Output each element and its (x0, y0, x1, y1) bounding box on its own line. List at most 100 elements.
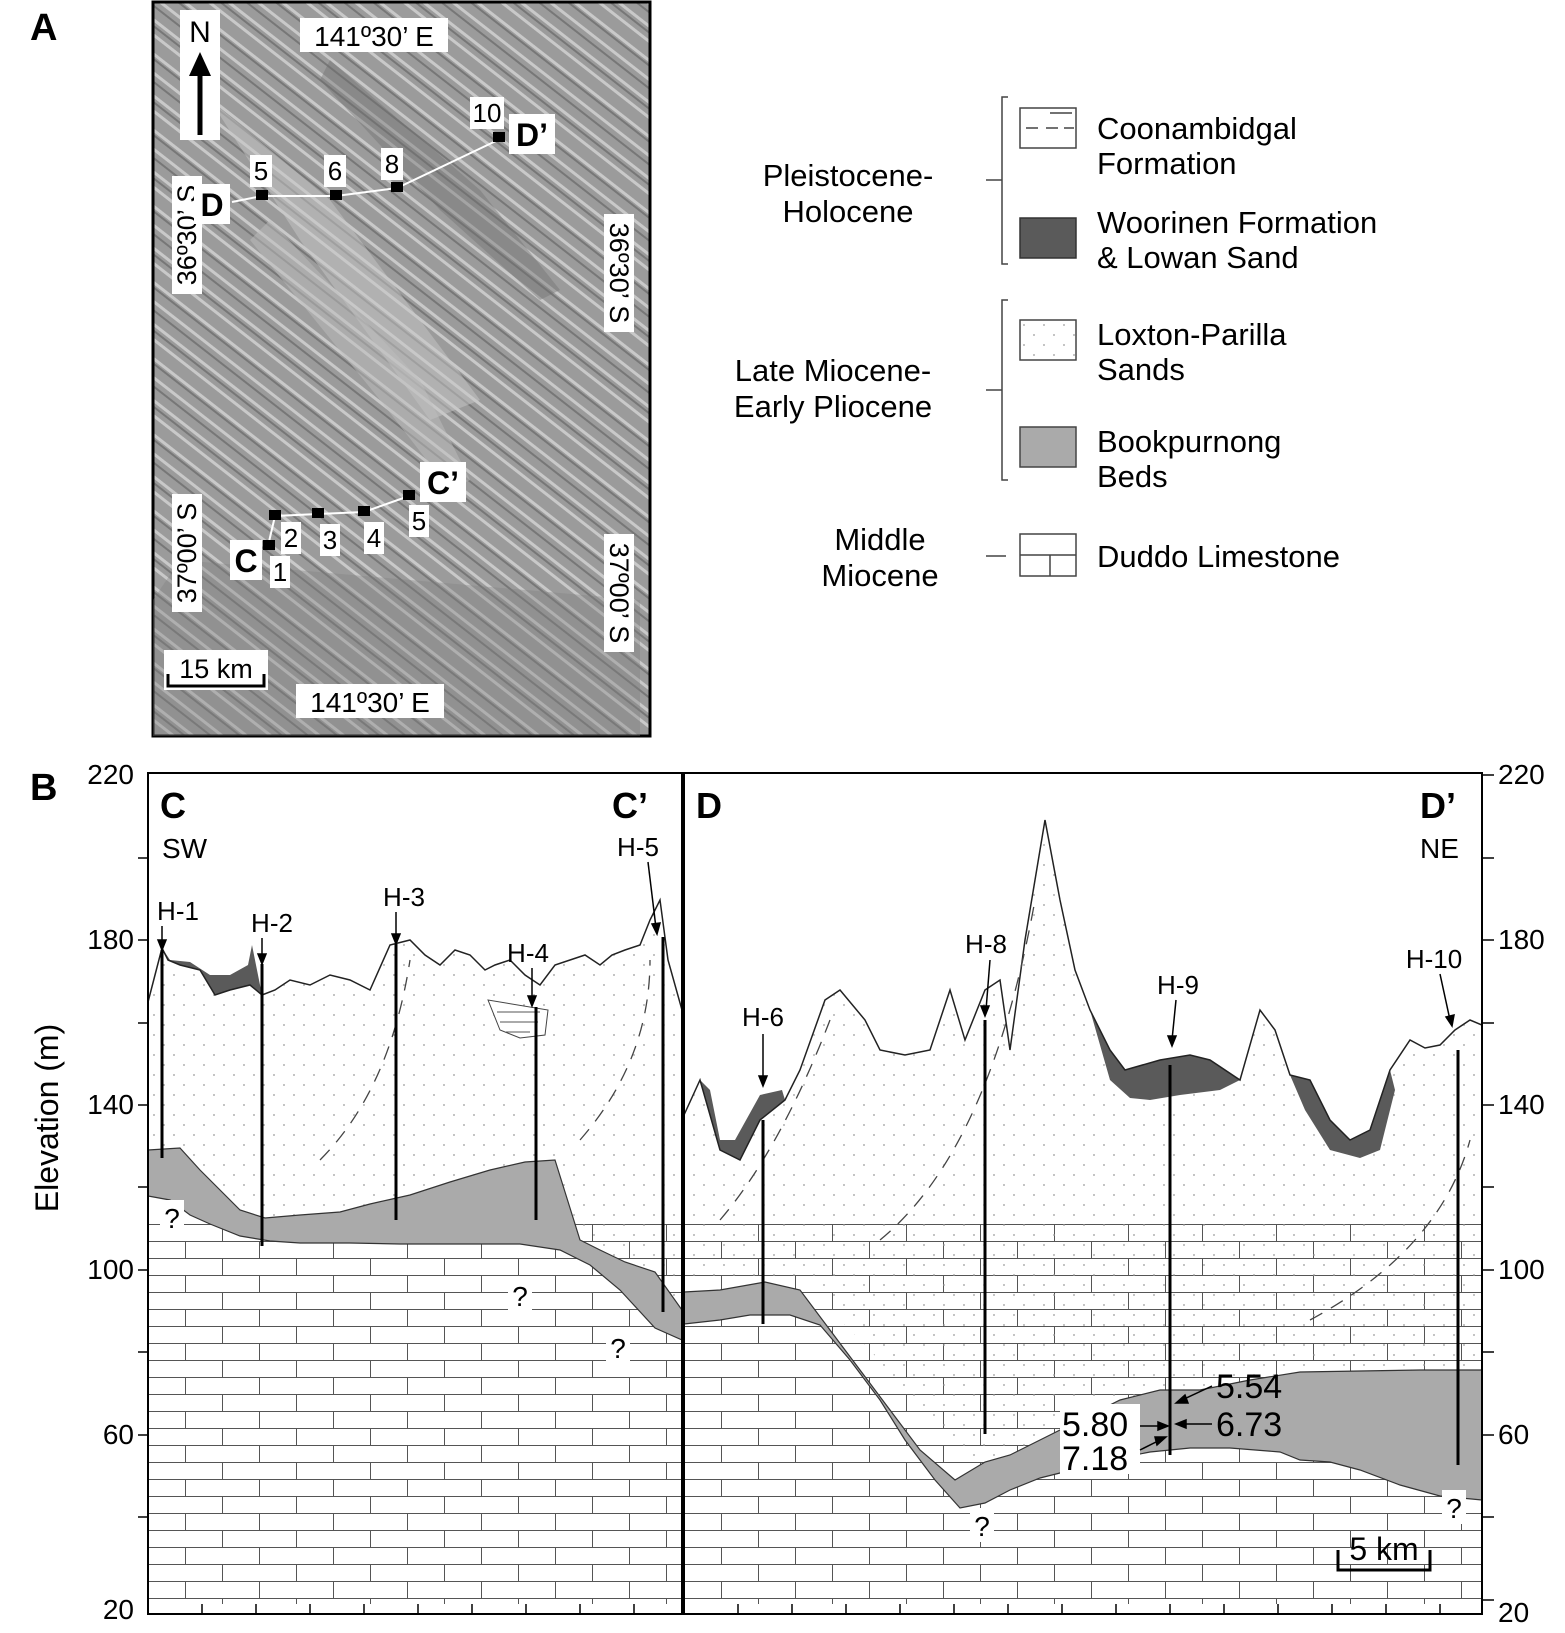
legend: Pleistocene- Holocene Late Miocene- Earl… (734, 96, 1377, 593)
y-tick-label-right-60: 60 (1498, 1419, 1529, 1450)
borehole-label-h2: H-2 (251, 908, 293, 938)
dd-loxton-parilla (684, 820, 1482, 1470)
cc-duddo-limestone (148, 1224, 682, 1604)
legend-unit-4-line1: Bookpurnong (1097, 424, 1281, 459)
section-label-d-prime: D’ (1420, 785, 1456, 826)
legend-unit-1-line1: Coonambidgal (1097, 111, 1297, 146)
cc-woorinen (162, 945, 262, 995)
age-label-6-73: 6.73 (1216, 1406, 1282, 1444)
query-cc-2: ? (512, 1281, 528, 1312)
map-scale-label: 15 km (179, 654, 253, 684)
borehole-label-h8: H-8 (965, 929, 1007, 959)
site-label-2: 2 (284, 523, 298, 553)
site-label-10: 10 (473, 98, 502, 128)
legend-unit-3-line2: Sands (1097, 352, 1185, 387)
dd-woorinen-2 (1090, 1010, 1240, 1100)
legend-unit-4-line2: Beds (1097, 459, 1168, 494)
borehole-label-h9: H-9 (1157, 970, 1199, 1000)
y-axis-right: 220 180 140 100 60 20 (1482, 759, 1545, 1628)
map-label-c-prime: C’ (427, 465, 459, 501)
legend-unit-1-line2: Formation (1097, 146, 1237, 181)
site-label-4: 4 (367, 523, 381, 553)
section-scale-label: 5 km (1349, 1531, 1418, 1567)
x-ticks (147, 1604, 1441, 1614)
query-cc-1: ? (164, 1203, 180, 1234)
y-axis-title: Elevation (m) (29, 1024, 65, 1213)
age-arrows (1139, 1385, 1213, 1451)
legend-swatch-duddo (1019, 533, 1077, 577)
query-dd-1: ? (974, 1511, 990, 1542)
dd-boreholes (761, 1020, 1460, 1465)
cc-bookpurnong (148, 1147, 682, 1341)
cc-loxton-parilla (148, 900, 682, 1310)
borehole-label-h5: H-5 (617, 832, 659, 862)
y-tick-label-140: 140 (87, 1089, 134, 1120)
legend-swatch-woorinen (1019, 217, 1077, 259)
y-tick-label-right-180: 180 (1498, 924, 1545, 955)
site-label-5: 5 (412, 506, 426, 536)
dd-bookpurnong (684, 1281, 1482, 1509)
direction-sw: SW (162, 833, 208, 864)
borehole-label-h10: H-10 (1406, 944, 1462, 974)
section-label-d: D (696, 785, 722, 826)
age-label-5-80: 5.80 (1062, 1406, 1128, 1444)
cc-boreholes (160, 937, 665, 1312)
legend-swatch-coonambidgal (1019, 107, 1077, 149)
query-dd-2: ? (1446, 1493, 1462, 1524)
legend-unit-5-line1: Duddo Limestone (1097, 539, 1340, 574)
map-label-d: D (200, 187, 223, 223)
lon-top-label: 141º30’ E (314, 21, 434, 52)
age-box (1060, 1404, 1140, 1474)
map-label-c: C (234, 543, 257, 579)
site-label-8: 6 (328, 156, 342, 186)
y-tick-label-right-20: 20 (1498, 1597, 1529, 1628)
y-tick-label-right-100: 100 (1498, 1254, 1545, 1285)
map: N 141º30’ E 141º30’ E 36º30’ S 36º30’ S … (151, 0, 652, 738)
legend-age-3-line1: Middle (834, 522, 925, 557)
site-label-9: 8 (385, 149, 399, 179)
panel-a-letter: A (30, 7, 57, 49)
cc-coonambidgal (487, 999, 549, 1039)
borehole-label-h1: H-1 (157, 896, 199, 926)
y-axis-left: 220 180 140 100 60 20 Elevation (m) (29, 759, 148, 1625)
section-cc (148, 897, 682, 1604)
y-tick-label-180: 180 (87, 924, 134, 955)
lat-right-lower-label: 37º00’ S (604, 543, 634, 643)
legend-age-3-line2: Miocene (821, 558, 938, 593)
panel-b-letter: B (30, 767, 57, 809)
y-tick-label-right-140: 140 (1498, 1089, 1545, 1120)
query-cc-3: ? (610, 1333, 626, 1364)
site-label-6: 5 (254, 156, 268, 186)
age-label-5-54: 5.54 (1216, 1368, 1282, 1406)
y-tick-label-220: 220 (87, 759, 134, 790)
legend-swatch-loxton (1019, 319, 1077, 361)
borehole-label-h3: H-3 (383, 882, 425, 912)
borehole-label-h6: H-6 (742, 1002, 784, 1032)
direction-ne: NE (1420, 833, 1459, 864)
lat-left-lower-label: 37º00’ S (172, 503, 202, 603)
section-label-c-prime: C’ (612, 785, 648, 826)
age-label-7-18: 7.18 (1062, 1440, 1128, 1478)
site-label-3: 3 (323, 525, 337, 555)
section-scale-bar (1336, 1550, 1432, 1572)
section-cc-frame (147, 772, 683, 1615)
map-scale-bar (166, 674, 266, 688)
section-label-c: C (160, 785, 186, 826)
section-dd (684, 819, 1482, 1604)
north-arrow-icon (189, 52, 211, 135)
dd-woorinen-1 (700, 1080, 785, 1160)
lat-right-upper-label: 36º30’ S (604, 223, 634, 323)
lon-bottom-label: 141º30’ E (310, 687, 430, 718)
borehole-label-h4: H-4 (507, 938, 549, 968)
legend-unit-3-line1: Loxton-Parilla (1097, 317, 1287, 352)
map-label-d-prime: D’ (516, 117, 548, 153)
section-dd-frame (683, 772, 1483, 1615)
y-tick-label-20: 20 (103, 1594, 134, 1625)
legend-age-1-line2: Holocene (783, 194, 914, 229)
legend-swatch-bookpurnong (1019, 426, 1077, 468)
site-label-1: 1 (273, 557, 287, 587)
dd-woorinen-3 (1290, 1070, 1395, 1158)
legend-age-2-line1: Late Miocene- (735, 353, 931, 388)
y-tick-label-60: 60 (103, 1419, 134, 1450)
